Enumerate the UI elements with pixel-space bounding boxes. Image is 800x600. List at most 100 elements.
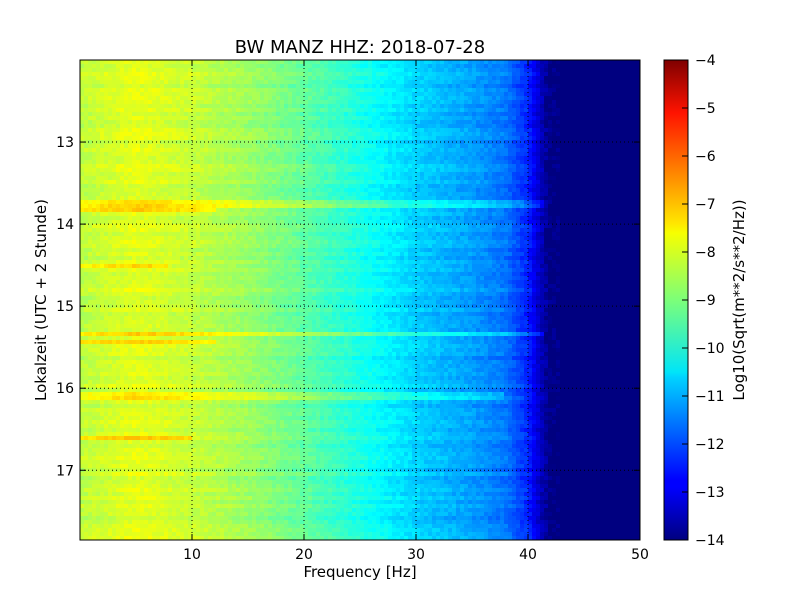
heatmap-cell <box>528 184 533 189</box>
heatmap-cell <box>212 192 217 197</box>
heatmap-cell <box>340 176 345 181</box>
heatmap-cell <box>496 188 501 193</box>
heatmap-cell <box>124 152 129 157</box>
heatmap-cell <box>136 192 141 197</box>
heatmap-cell <box>544 132 549 137</box>
heatmap-cell <box>284 68 289 73</box>
heatmap-cell <box>392 200 397 205</box>
heatmap-cell <box>264 172 269 177</box>
heatmap-cell <box>572 156 577 161</box>
heatmap-cell <box>316 176 321 181</box>
heatmap-cell <box>116 184 121 189</box>
heatmap-cell <box>636 132 640 137</box>
heatmap-cell <box>368 176 373 181</box>
heatmap-cell <box>96 84 101 89</box>
heatmap-cell <box>436 116 441 121</box>
heatmap-cell <box>512 176 517 181</box>
heatmap-cell <box>324 160 329 165</box>
heatmap-cell <box>508 80 513 85</box>
heatmap-cell <box>236 140 241 145</box>
heatmap-cell <box>548 148 553 153</box>
heatmap-cell <box>492 176 497 181</box>
heatmap-cell <box>136 96 141 101</box>
heatmap-cell <box>120 168 125 173</box>
heatmap-cell <box>500 108 505 113</box>
heatmap-cell <box>136 68 141 73</box>
heatmap-cell <box>616 108 621 113</box>
heatmap-cell <box>480 124 485 129</box>
heatmap-cell <box>616 84 621 89</box>
heatmap-cell <box>104 76 109 81</box>
heatmap-cell <box>208 192 213 197</box>
heatmap-cell <box>604 128 609 133</box>
heatmap-cell <box>104 112 109 117</box>
heatmap-cell <box>624 96 629 101</box>
heatmap-cell <box>184 156 189 161</box>
heatmap-cell <box>380 116 385 121</box>
heatmap-cell <box>396 104 401 109</box>
heatmap-cell <box>340 160 345 165</box>
heatmap-cell <box>80 120 85 125</box>
heatmap-cell <box>508 156 513 161</box>
heatmap-cell <box>260 96 265 101</box>
heatmap-cell <box>364 108 369 113</box>
heatmap-cell <box>292 164 297 169</box>
heatmap-cell <box>596 120 601 125</box>
heatmap-cell <box>560 84 565 89</box>
heatmap-cell <box>460 168 465 173</box>
heatmap-cell <box>108 172 113 177</box>
heatmap-cell <box>172 124 177 129</box>
heatmap-cell <box>188 112 193 117</box>
heatmap-cell <box>296 144 301 149</box>
heatmap-cell <box>132 108 137 113</box>
heatmap-cell <box>536 92 541 97</box>
heatmap-cell <box>268 132 273 137</box>
heatmap-cell <box>424 188 429 193</box>
heatmap-cell <box>492 164 497 169</box>
heatmap-cell <box>172 144 177 149</box>
heatmap-cell <box>280 156 285 161</box>
heatmap-cell <box>144 80 149 85</box>
heatmap-cell <box>456 64 461 69</box>
heatmap-cell <box>188 104 193 109</box>
heatmap-cell <box>500 60 505 65</box>
heatmap-cell <box>508 100 513 105</box>
heatmap-cell <box>232 160 237 165</box>
heatmap-cell <box>492 116 497 121</box>
heatmap-cell <box>396 172 401 177</box>
heatmap-cell <box>360 160 365 165</box>
heatmap-cell <box>628 76 633 81</box>
heatmap-cell <box>612 104 617 109</box>
heatmap-cell <box>84 140 89 145</box>
heatmap-cell <box>296 192 301 197</box>
heatmap-cell <box>212 168 217 173</box>
heatmap-cell <box>212 180 217 185</box>
heatmap-cell <box>236 172 241 177</box>
heatmap-cell <box>168 104 173 109</box>
heatmap-cell <box>200 132 205 137</box>
heatmap-cell <box>432 64 437 69</box>
heatmap-cell <box>384 68 389 73</box>
heatmap-cell <box>556 172 561 177</box>
heatmap-cell <box>552 92 557 97</box>
heatmap-cell <box>568 164 573 169</box>
heatmap-cell <box>548 112 553 117</box>
heatmap-cell <box>572 184 577 189</box>
heatmap-cell <box>368 80 373 85</box>
heatmap-cell <box>240 112 245 117</box>
heatmap-cell <box>132 160 137 165</box>
heatmap-cell <box>216 180 221 185</box>
heatmap-cell <box>172 120 177 125</box>
heatmap-cell <box>536 152 541 157</box>
heatmap-cell <box>444 192 449 197</box>
heatmap-cell <box>328 180 333 185</box>
heatmap-cell <box>188 128 193 133</box>
heatmap-cell <box>568 140 573 145</box>
heatmap-cell <box>392 152 397 157</box>
heatmap-cell <box>252 172 257 177</box>
heatmap-cell <box>388 104 393 109</box>
heatmap-cell <box>312 120 317 125</box>
heatmap-cell <box>220 196 225 201</box>
heatmap-cell <box>564 132 569 137</box>
heatmap-cell <box>104 68 109 73</box>
